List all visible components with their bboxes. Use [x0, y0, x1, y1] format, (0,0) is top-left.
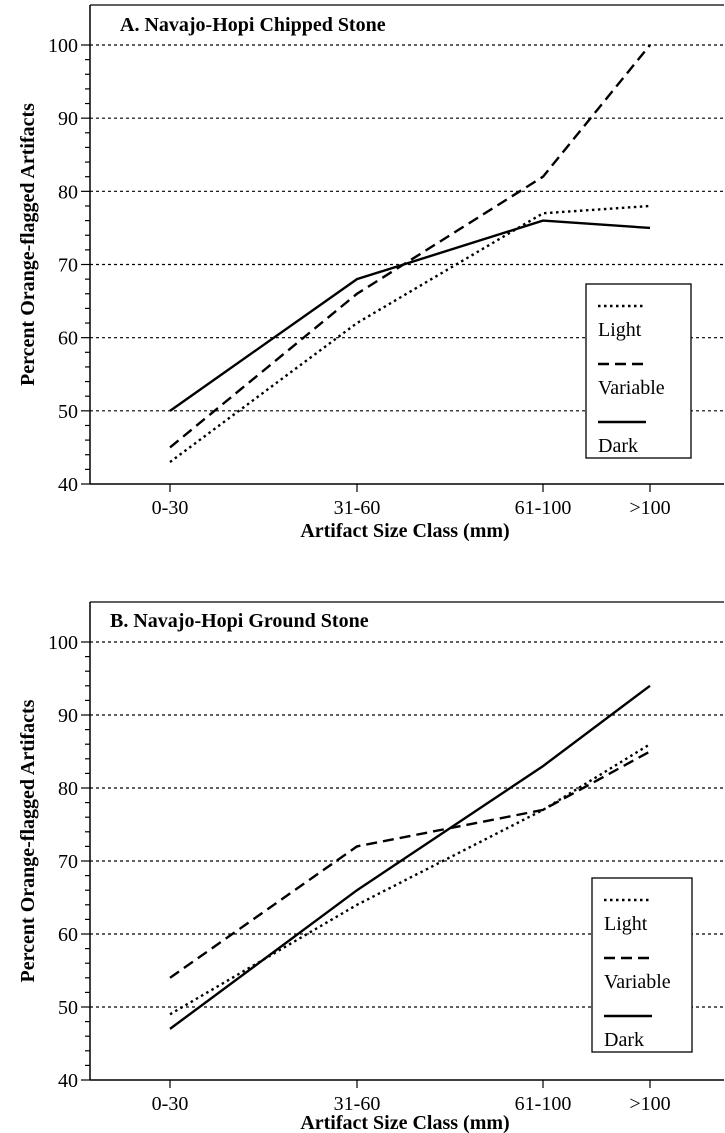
y-tick-label: 90	[58, 705, 78, 727]
legend-label: Variable	[598, 377, 665, 399]
legend: Light Variable Dark	[585, 283, 692, 459]
x-tick-label: 31-60	[334, 497, 381, 519]
y-axis-label: Percent Orange-flagged Artifacts	[17, 699, 39, 982]
plot-area: 40 50 60 70 80 90 100 0-30 31-60 61-100 >100 Light V…	[48, 4, 724, 519]
chart-title: A. Navajo-Hopi Chipped Stone	[120, 14, 386, 36]
chart-title: B. Navajo-Hopi Ground Stone	[110, 610, 369, 632]
y-axis-label: Percent Orange-flagged Artifacts	[17, 103, 39, 386]
x-tick-label: 61-100	[515, 1093, 572, 1115]
series-line-light	[169, 743, 651, 1016]
y-tick-label: 80	[58, 181, 78, 203]
y-tick-label: 40	[58, 474, 78, 496]
legend-label: Dark	[604, 1029, 644, 1051]
x-tick-label: >100	[629, 1093, 670, 1115]
legend: Light Variable Dark	[591, 877, 693, 1053]
legend-box	[585, 283, 692, 459]
y-tick-label: 50	[58, 401, 78, 423]
x-axis-label: Artifact Size Class (mm)	[300, 520, 509, 542]
legend-label: Light	[604, 913, 648, 935]
series-line-dark	[169, 219, 651, 412]
x-tick-label: 0-30	[152, 1093, 189, 1115]
series-line-variable	[169, 750, 651, 979]
y-tick-label: 70	[58, 255, 78, 277]
y-tick-label: 70	[58, 851, 78, 873]
legend-label: Variable	[604, 971, 671, 993]
plot-area: 40 50 60 70 80 90 100 0-30 31-60 61-100 >100 Light V…	[48, 601, 724, 1115]
y-tick-label: 50	[58, 997, 78, 1019]
chart-panel-a: A. Navajo-Hopi Chipped Stone Artifact Si…	[17, 4, 724, 542]
x-tick-label: 0-30	[152, 497, 189, 519]
y-tick-label: 100	[48, 632, 78, 654]
x-tick-label: 31-60	[334, 1093, 381, 1115]
series-line-dark	[169, 684, 651, 1030]
series-line-variable	[169, 44, 651, 449]
x-axis-label: Artifact Size Class (mm)	[300, 1112, 509, 1133]
y-tick-label: 100	[48, 35, 78, 57]
x-tick-label: 61-100	[515, 497, 572, 519]
y-tick-label: 90	[58, 108, 78, 130]
y-tick-label: 60	[58, 328, 78, 350]
y-tick-label: 40	[58, 1070, 78, 1092]
x-tick-label: >100	[629, 497, 670, 519]
legend-label: Light	[598, 319, 642, 341]
series-line-light	[169, 204, 651, 464]
chart-panel-b: B. Navajo-Hopi Ground Stone Artifact Siz…	[17, 601, 724, 1133]
legend-box	[591, 877, 693, 1053]
legend-label: Dark	[598, 435, 638, 457]
y-tick-label: 80	[58, 778, 78, 800]
y-tick-label: 60	[58, 924, 78, 946]
